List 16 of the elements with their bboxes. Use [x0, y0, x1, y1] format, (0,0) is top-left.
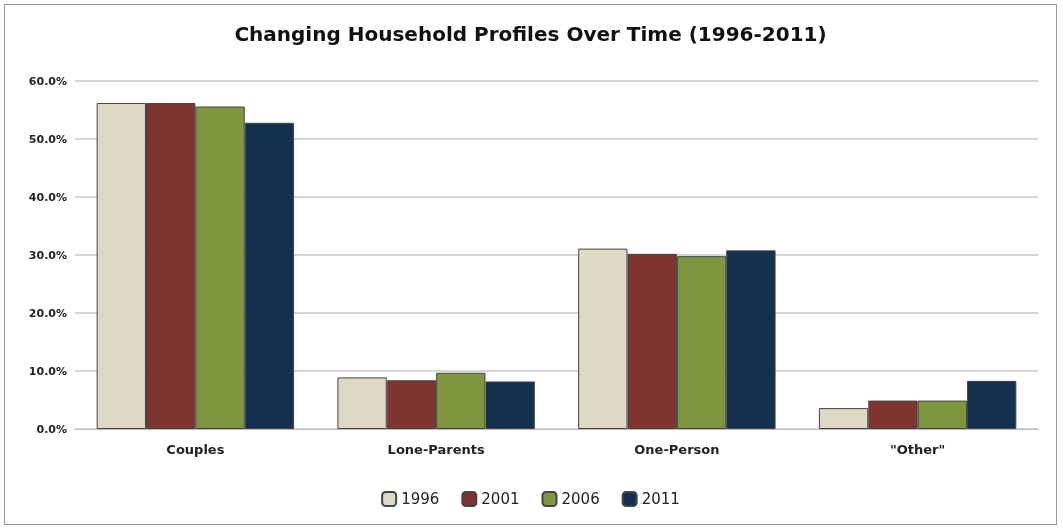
- x-tick-label: One-Person: [634, 442, 720, 457]
- x-tick-label: "Other": [889, 442, 946, 457]
- y-tick-label: 10.0%: [28, 364, 67, 378]
- legend-label: 2011: [641, 490, 680, 508]
- x-tick-label: Lone-Parents: [387, 442, 485, 457]
- y-tick-label: 40.0%: [28, 190, 67, 204]
- y-tick-label: 50.0%: [28, 132, 67, 146]
- y-tick-label: 0.0%: [36, 422, 67, 436]
- y-tick-label: 60.0%: [28, 74, 67, 88]
- x-tick-label: Couples: [166, 442, 225, 457]
- chart-title: Changing Household Profiles Over Time (1996-2011): [234, 22, 827, 46]
- y-tick-label: 30.0%: [28, 248, 67, 262]
- legend-label: 1996: [401, 490, 440, 508]
- legend-label: 2006: [561, 490, 600, 508]
- legend-label: 2001: [481, 490, 520, 508]
- y-tick-label: 20.0%: [28, 306, 67, 320]
